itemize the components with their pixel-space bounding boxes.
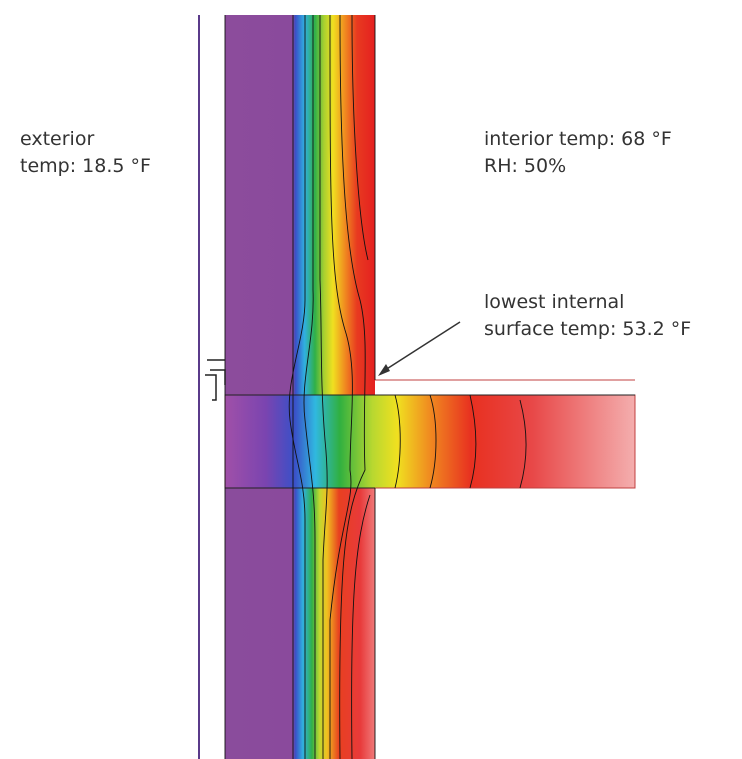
surface-label: surface temp: 53.2 °F [484,318,691,340]
arrow [382,322,460,372]
slab [225,395,635,488]
exterior-label: exterior [20,128,94,150]
interior-label: RH: 50% [484,155,566,177]
exterior-label: temp: 18.5 °F [20,155,151,177]
interior-label: interior temp: 68 °F [484,128,672,150]
arrow-head [378,364,390,376]
thermal-model [199,15,635,759]
bracket [205,360,225,400]
diagram: exterior temp: 18.5 °F interior temp: 68… [0,0,742,759]
surface-label: lowest internal [484,291,624,313]
